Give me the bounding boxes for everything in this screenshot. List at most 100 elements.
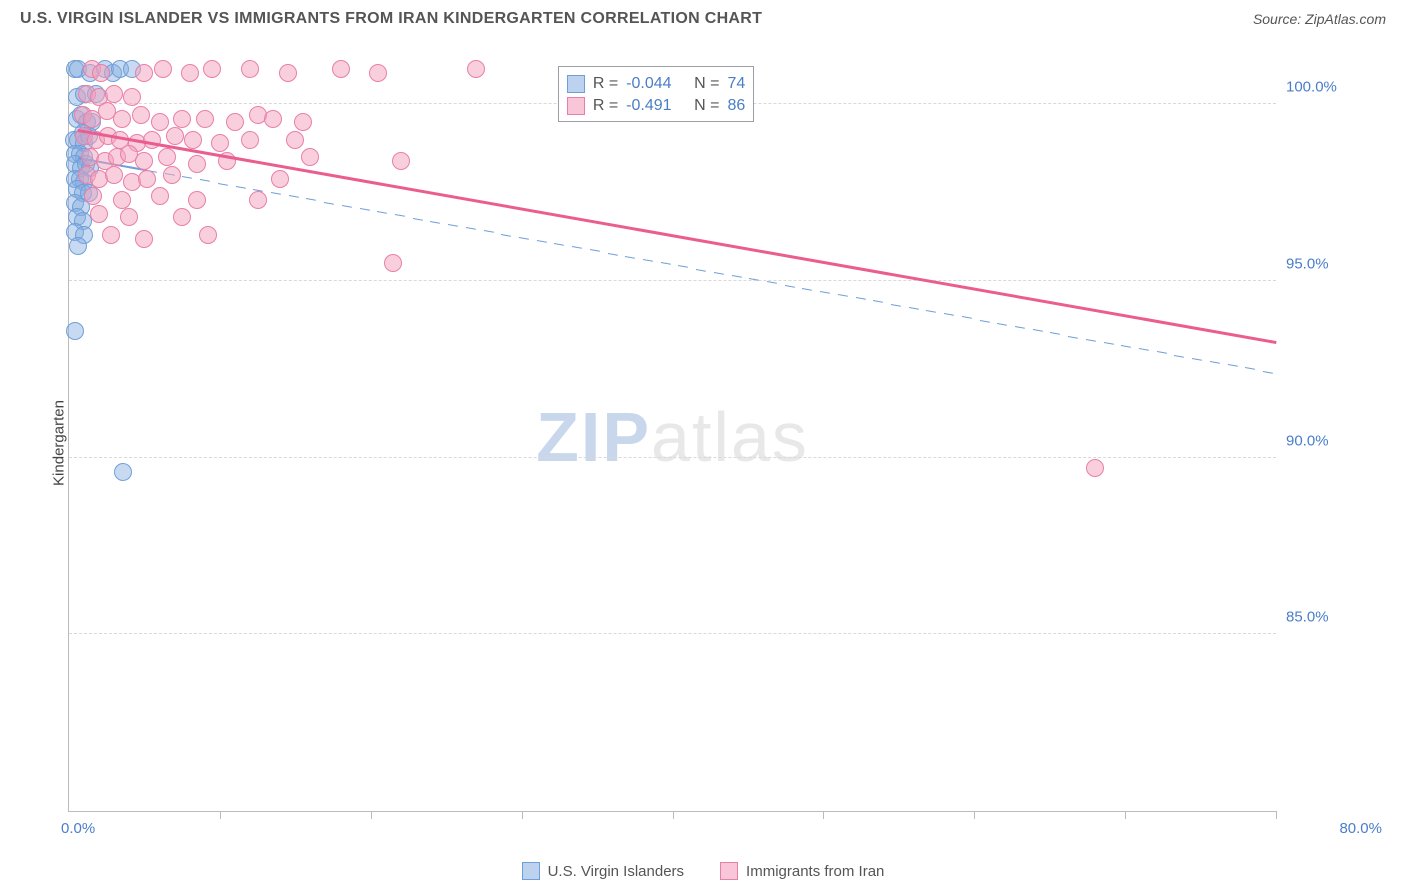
trend-dash-usvi xyxy=(891,304,901,307)
data-point-iran xyxy=(188,191,206,209)
data-point-iran xyxy=(105,166,123,184)
trend-dash-usvi xyxy=(1157,351,1167,354)
x-tick xyxy=(371,811,372,819)
trend-dash-usvi xyxy=(926,310,936,313)
trend-dash-usvi xyxy=(1121,345,1131,348)
trend-dash-usvi xyxy=(979,320,989,323)
data-point-iran xyxy=(241,131,259,149)
data-point-iran xyxy=(158,148,176,166)
data-point-iran xyxy=(113,110,131,128)
trend-dash-usvi xyxy=(1245,367,1255,370)
stats-row: R =-0.491N =86 xyxy=(567,95,745,117)
data-point-iran xyxy=(199,226,217,244)
trend-dash-usvi xyxy=(643,259,653,262)
data-point-iran xyxy=(384,254,402,272)
data-point-iran xyxy=(249,191,267,209)
stats-R-label: R = xyxy=(593,75,618,93)
stats-R-label: R = xyxy=(593,97,618,115)
gridline-h xyxy=(69,280,1276,281)
chart-title: U.S. VIRGIN ISLANDER VS IMMIGRANTS FROM … xyxy=(20,10,762,28)
data-point-iran xyxy=(138,170,156,188)
data-point-iran xyxy=(203,60,221,78)
legend-item: U.S. Virgin Islanders xyxy=(522,862,684,880)
watermark-zip: ZIP xyxy=(536,398,651,476)
trend-dash-usvi xyxy=(271,192,281,195)
trend-dash-usvi xyxy=(483,230,493,233)
data-point-usvi xyxy=(66,322,84,340)
trend-dash-usvi xyxy=(909,307,919,310)
trend-dash-usvi xyxy=(501,234,511,237)
trend-dash-usvi xyxy=(519,237,529,240)
trend-dash-usvi xyxy=(466,227,476,230)
trend-line-iran xyxy=(78,129,1276,343)
data-point-iran xyxy=(135,230,153,248)
trend-dash-usvi xyxy=(767,281,777,284)
data-point-iran xyxy=(154,60,172,78)
trend-dash-usvi xyxy=(1033,329,1043,332)
watermark-atlas: atlas xyxy=(651,398,809,476)
legend-item: Immigrants from Iran xyxy=(720,862,884,880)
y-axis-label: Kindergarten xyxy=(50,400,67,486)
data-point-iran xyxy=(286,131,304,149)
data-point-iran xyxy=(181,64,199,82)
x-tick xyxy=(823,811,824,819)
stats-N-value: 74 xyxy=(728,75,746,93)
data-point-iran xyxy=(120,208,138,226)
trend-dash-usvi xyxy=(590,249,600,252)
trend-dash-usvi xyxy=(731,275,741,278)
data-point-iran xyxy=(92,64,110,82)
data-point-iran xyxy=(166,127,184,145)
x-tick xyxy=(974,811,975,819)
x-tick xyxy=(1276,811,1277,819)
trend-dash-usvi xyxy=(306,198,316,201)
stats-swatch xyxy=(567,75,585,93)
data-point-iran xyxy=(173,208,191,226)
source-label: Source: ZipAtlas.com xyxy=(1253,11,1386,27)
trend-dash-usvi xyxy=(1174,355,1184,358)
trend-dash-usvi xyxy=(802,288,812,291)
data-point-iran xyxy=(279,64,297,82)
stats-N-value: 86 xyxy=(728,97,746,115)
trend-dash-usvi xyxy=(1103,342,1113,345)
data-point-iran xyxy=(135,152,153,170)
trend-dash-usvi xyxy=(537,240,547,243)
stats-N-label: N = xyxy=(694,75,719,93)
data-point-iran xyxy=(1086,459,1104,477)
chart-container: Kindergarten ZIPatlas 0.0% 80.0% 85.0%90… xyxy=(50,44,1386,842)
data-point-iran xyxy=(369,64,387,82)
data-point-iran xyxy=(151,113,169,131)
header: U.S. VIRGIN ISLANDER VS IMMIGRANTS FROM … xyxy=(0,0,1406,34)
data-point-iran xyxy=(173,110,191,128)
stats-box: R = -0.044 N = 74 R =-0.491N =86 xyxy=(558,66,754,122)
data-point-iran xyxy=(467,60,485,78)
data-point-usvi xyxy=(69,237,87,255)
trend-dash-usvi xyxy=(785,285,795,288)
data-point-iran xyxy=(184,131,202,149)
trend-dash-usvi xyxy=(873,300,883,303)
trend-dash-usvi xyxy=(607,253,617,256)
trend-dash-usvi xyxy=(395,214,405,217)
trend-dash-usvi xyxy=(324,202,334,205)
x-tick xyxy=(220,811,221,819)
x-tick xyxy=(522,811,523,819)
data-point-iran xyxy=(132,106,150,124)
trend-dash-usvi xyxy=(413,218,423,221)
data-point-iran xyxy=(135,64,153,82)
trend-dash-usvi xyxy=(1210,361,1220,364)
trend-dash-usvi xyxy=(1228,364,1238,367)
trend-dash-usvi xyxy=(855,297,865,300)
trend-dash-usvi xyxy=(820,291,830,294)
legend-label: Immigrants from Iran xyxy=(746,863,884,880)
trend-dash-usvi xyxy=(696,269,706,272)
data-point-iran xyxy=(151,187,169,205)
trend-dash-usvi xyxy=(962,316,972,319)
data-point-iran xyxy=(271,170,289,188)
data-point-usvi xyxy=(114,463,132,481)
trend-dash-usvi xyxy=(235,186,245,189)
x-tick xyxy=(1125,811,1126,819)
stats-R-value: -0.044 xyxy=(626,75,686,93)
y-tick-label: 100.0% xyxy=(1286,79,1376,96)
gridline-h xyxy=(69,633,1276,634)
watermark: ZIPatlas xyxy=(536,397,809,477)
trend-dash-usvi xyxy=(714,272,724,275)
